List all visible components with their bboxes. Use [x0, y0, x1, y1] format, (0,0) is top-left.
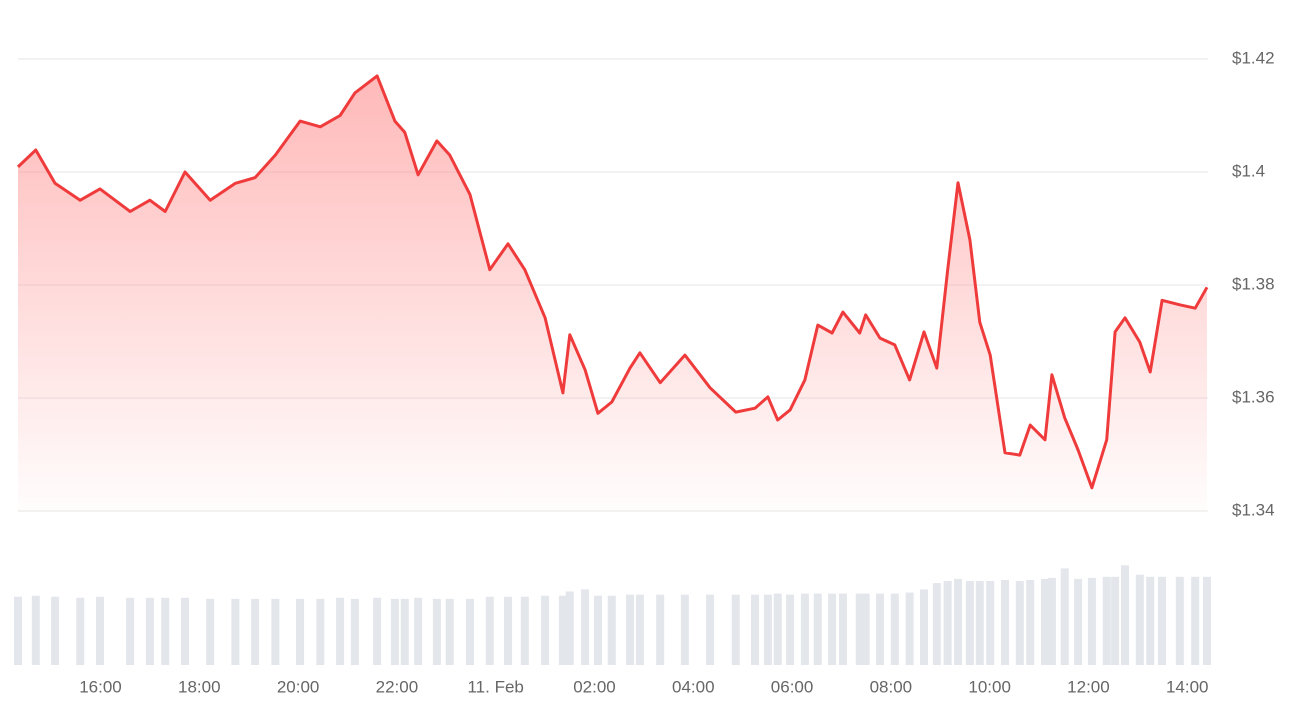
volume-bar [838, 593, 847, 665]
volume-bar [800, 593, 809, 665]
volume-bar [400, 598, 409, 665]
volume-bar [445, 598, 454, 665]
volume-bar [1040, 578, 1049, 665]
x-tick-label: 10:00 [968, 677, 1011, 696]
volume-bar [828, 593, 837, 665]
volume-bar [336, 597, 345, 665]
volume-bar [76, 597, 85, 665]
volume-bar [271, 598, 280, 665]
x-tick-label: 12:00 [1067, 677, 1110, 696]
x-tick-label: 02:00 [573, 677, 616, 696]
volume-bar [96, 596, 105, 665]
price-line [16, 74, 1209, 490]
volume-bar [905, 592, 914, 665]
volume-bar [731, 594, 740, 665]
x-tick-label: 20:00 [277, 677, 320, 696]
volume-bar [593, 595, 602, 665]
volume-bar [1135, 574, 1144, 665]
volume-bar [607, 595, 616, 665]
y-tick-label: $1.42 [1232, 48, 1275, 67]
volume-bar [635, 594, 644, 665]
price-area [18, 75, 1207, 512]
volume-bar [1060, 568, 1069, 665]
volume-bar [296, 598, 305, 665]
volume-bar [1158, 576, 1167, 665]
volume-bar [763, 594, 772, 665]
y-tick-label: $1.4 [1232, 161, 1265, 180]
x-tick-label: 08:00 [870, 677, 913, 696]
y-tick-label: $1.38 [1232, 274, 1275, 293]
volume-bar [541, 595, 550, 665]
volume-bar [565, 591, 574, 665]
volume-bar [1074, 578, 1083, 665]
volume-bar [1102, 576, 1111, 665]
volume-bar [1191, 576, 1200, 665]
x-tick-label: 04:00 [672, 677, 715, 696]
volume-bar [1203, 576, 1212, 665]
volume-bar [161, 597, 170, 665]
volume-bar [986, 581, 995, 665]
volume-bar [206, 598, 215, 665]
volume-bar [875, 593, 884, 665]
volume-bar [965, 581, 974, 665]
volume-bar [855, 593, 864, 665]
volume-bar [504, 596, 513, 665]
x-tick-label: 18:00 [178, 677, 221, 696]
y-tick-label: $1.36 [1232, 387, 1275, 406]
volume-bar [350, 598, 359, 665]
volume-bar [231, 598, 240, 665]
volume-bar [126, 597, 135, 665]
volume-bar [975, 581, 984, 665]
volume-bar [316, 598, 325, 665]
x-tick-label: 22:00 [376, 677, 419, 696]
volume-bar [485, 596, 494, 665]
volume-bar [414, 597, 423, 665]
volume-bar [1015, 581, 1024, 665]
volume-bar [520, 596, 529, 665]
volume-bar [31, 595, 40, 665]
volume-bar [680, 594, 689, 665]
volume-bar [180, 597, 189, 665]
x-tick-label: 14:00 [1166, 677, 1209, 696]
volume-bar [1111, 576, 1120, 665]
volume-bar [706, 594, 715, 665]
volume-bar [861, 593, 870, 665]
volume-bar [919, 589, 928, 665]
volume-bar [954, 578, 963, 665]
volume-bar [390, 598, 399, 665]
volume-bar [14, 596, 22, 665]
volume-bar [558, 595, 567, 665]
volume-bar [751, 594, 760, 665]
volume-bar [932, 583, 941, 665]
volume-bar [813, 593, 822, 665]
volume-bar [773, 593, 782, 665]
y-tick-label: $1.34 [1232, 500, 1275, 519]
x-tick-label: 11. Feb [467, 677, 523, 696]
volume-bar [1175, 576, 1184, 665]
volume-bar [1121, 565, 1130, 665]
volume-bar [465, 598, 474, 665]
volume-bar [626, 594, 635, 665]
volume-bar [145, 597, 154, 665]
volume-bar [890, 593, 899, 665]
x-tick-label: 16:00 [79, 677, 122, 696]
volume-bar [1047, 577, 1056, 665]
volume-bar [786, 594, 795, 665]
volume-bar [1087, 577, 1096, 665]
volume-bar [581, 589, 590, 665]
volume-bar [1000, 579, 1009, 665]
volume-bar [943, 581, 952, 665]
volume-bar [432, 598, 441, 665]
volume-bar [1026, 579, 1035, 665]
volume-bar [251, 598, 260, 665]
x-tick-label: 06:00 [771, 677, 814, 696]
volume-bar [656, 594, 665, 665]
volume-bar [51, 596, 60, 665]
volume-bar [1146, 576, 1155, 665]
volume-bar [373, 597, 382, 665]
